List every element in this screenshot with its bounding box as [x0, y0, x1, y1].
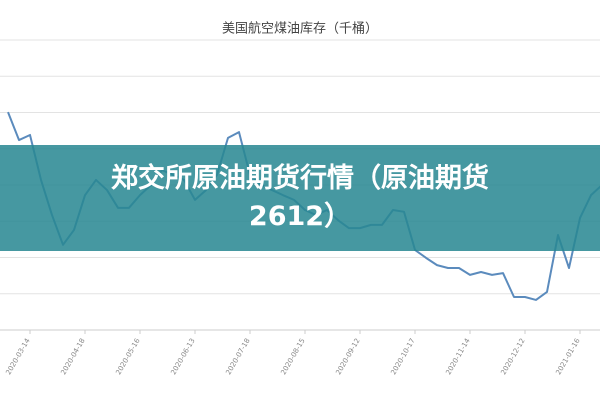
chart-title: 美国航空煤油库存（千桶） [222, 21, 378, 37]
x-tick-label: 2020-07-18 [224, 337, 251, 376]
x-tick-label: 2020-08-15 [279, 337, 306, 376]
x-tick-label: 2020-12-12 [499, 337, 526, 376]
x-tick-label: 2021-01-16 [554, 337, 582, 377]
x-tick-label: 2020-05-16 [114, 337, 142, 377]
x-tick-label: 2020-06-13 [169, 337, 196, 376]
x-tick-label: 2020-11-14 [444, 337, 472, 377]
banner-text: 郑交所原油期货行情（原油期货2612） [111, 163, 489, 232]
x-tick-label: 2020-03-14 [4, 337, 32, 377]
banner: 郑交所原油期货行情（原油期货2612） [0, 145, 600, 251]
x-tick-label: 2020-10-17 [389, 337, 416, 376]
x-tick-label: 2020-09-12 [334, 337, 361, 376]
x-tick-label: 2020-04-18 [59, 337, 86, 376]
